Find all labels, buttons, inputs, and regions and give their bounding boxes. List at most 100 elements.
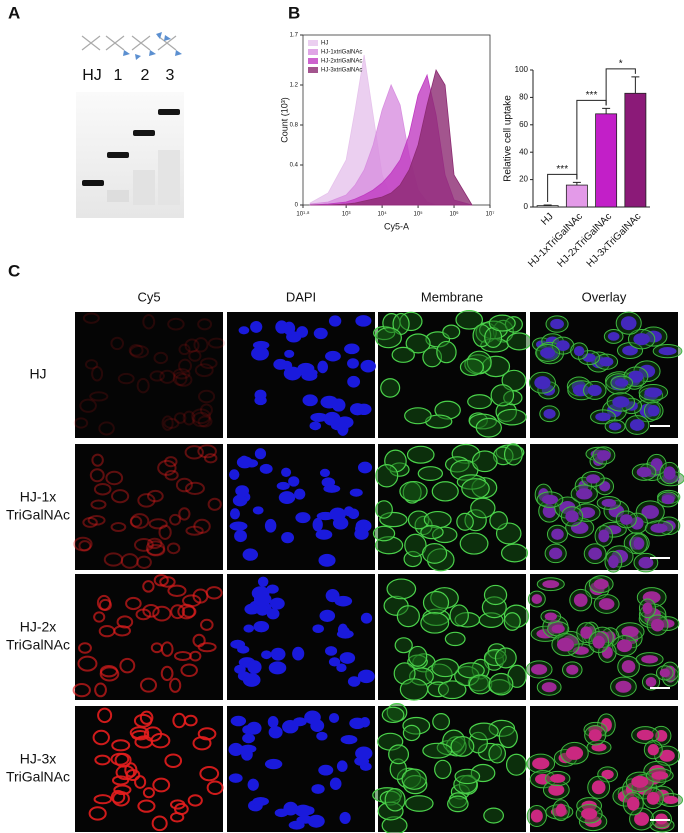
nucleus (663, 466, 676, 480)
nucleus (608, 422, 622, 431)
bar (595, 113, 618, 208)
micrograph-bg (75, 312, 223, 438)
nucleus (252, 340, 270, 350)
cell (145, 540, 166, 556)
x-tick-label: 10⁴ (377, 211, 387, 218)
nucleus (257, 576, 269, 587)
nucleus (592, 635, 605, 649)
cell (72, 683, 91, 698)
cell (406, 445, 435, 464)
cell (137, 493, 156, 508)
nucleus (294, 804, 312, 817)
cell (422, 742, 453, 759)
nucleus (580, 626, 593, 639)
cell (442, 324, 461, 340)
nucleus (542, 504, 556, 518)
cell (135, 608, 152, 621)
cell (404, 533, 427, 558)
nucleus (252, 796, 269, 806)
cell (388, 744, 410, 765)
nucleus (323, 411, 341, 426)
nucleus (328, 657, 341, 667)
cell (191, 408, 212, 425)
nucleus (239, 455, 250, 468)
cell (488, 672, 514, 696)
cell (153, 351, 169, 365)
cell (375, 327, 402, 349)
cell (178, 343, 191, 356)
y-tick-label: 40 (519, 147, 528, 156)
nucleus (235, 485, 250, 497)
nucleus (228, 773, 243, 783)
nucleus (247, 660, 262, 674)
nucleus (600, 718, 612, 732)
nucleus (534, 376, 551, 390)
nucleus (642, 602, 653, 615)
cell (500, 543, 529, 563)
nucleus (266, 584, 279, 594)
nucleus (312, 517, 323, 532)
nucleus (325, 646, 338, 656)
cell (169, 677, 182, 693)
nucleus (316, 731, 328, 741)
nucleus (593, 578, 609, 590)
nucleus (620, 514, 633, 525)
histogram-area (310, 68, 473, 206)
nucleus (612, 396, 630, 408)
cell (105, 470, 124, 486)
cell (444, 631, 466, 647)
nucleus (349, 403, 366, 416)
cell (199, 765, 220, 782)
nucleus (620, 316, 637, 331)
y-tick-label: 0 (524, 202, 529, 211)
cell (93, 482, 112, 496)
cell (423, 510, 452, 529)
cell (110, 522, 127, 533)
nucleus (313, 327, 328, 340)
cell (206, 780, 224, 795)
nucleus (328, 315, 342, 327)
cell (160, 665, 174, 682)
nucleus (627, 796, 640, 811)
nucleus (232, 494, 248, 507)
cell (404, 407, 432, 425)
cell (94, 682, 107, 698)
row-label: HJ (29, 366, 46, 382)
nucleus (608, 504, 625, 518)
nucleus (615, 680, 632, 693)
error-bar (602, 107, 611, 114)
cell (152, 777, 171, 793)
micrograph (73, 312, 226, 438)
x-tick-label: 10⁵ (413, 211, 423, 218)
micrograph-bg (75, 574, 223, 700)
nucleus (647, 405, 660, 417)
nucleus (237, 645, 250, 654)
nucleus (663, 795, 679, 805)
significance-label: *** (586, 90, 598, 101)
row-label: HJ-2x (20, 619, 57, 635)
nucleus (359, 716, 371, 728)
nucleus (357, 669, 375, 684)
cell (191, 411, 211, 428)
nucleus (276, 481, 290, 490)
cell (468, 674, 493, 695)
nucleus (570, 521, 589, 534)
y-tick-label: 60 (519, 120, 528, 129)
nucleus (294, 488, 306, 500)
cell (432, 713, 450, 731)
nucleus (598, 598, 615, 610)
cell (456, 512, 474, 531)
nucleus (644, 387, 663, 398)
nucleus (531, 594, 543, 604)
nucleus (544, 612, 557, 621)
cell (178, 507, 191, 521)
panel-label: C (8, 261, 20, 280)
cell (93, 611, 106, 623)
cell (203, 453, 218, 464)
nucleus (254, 389, 267, 401)
row-label: TriGalNAc (6, 637, 70, 653)
cell (207, 337, 226, 349)
cell (497, 408, 527, 426)
nucleus (295, 512, 311, 524)
y-tick-label: 0 (295, 203, 299, 209)
